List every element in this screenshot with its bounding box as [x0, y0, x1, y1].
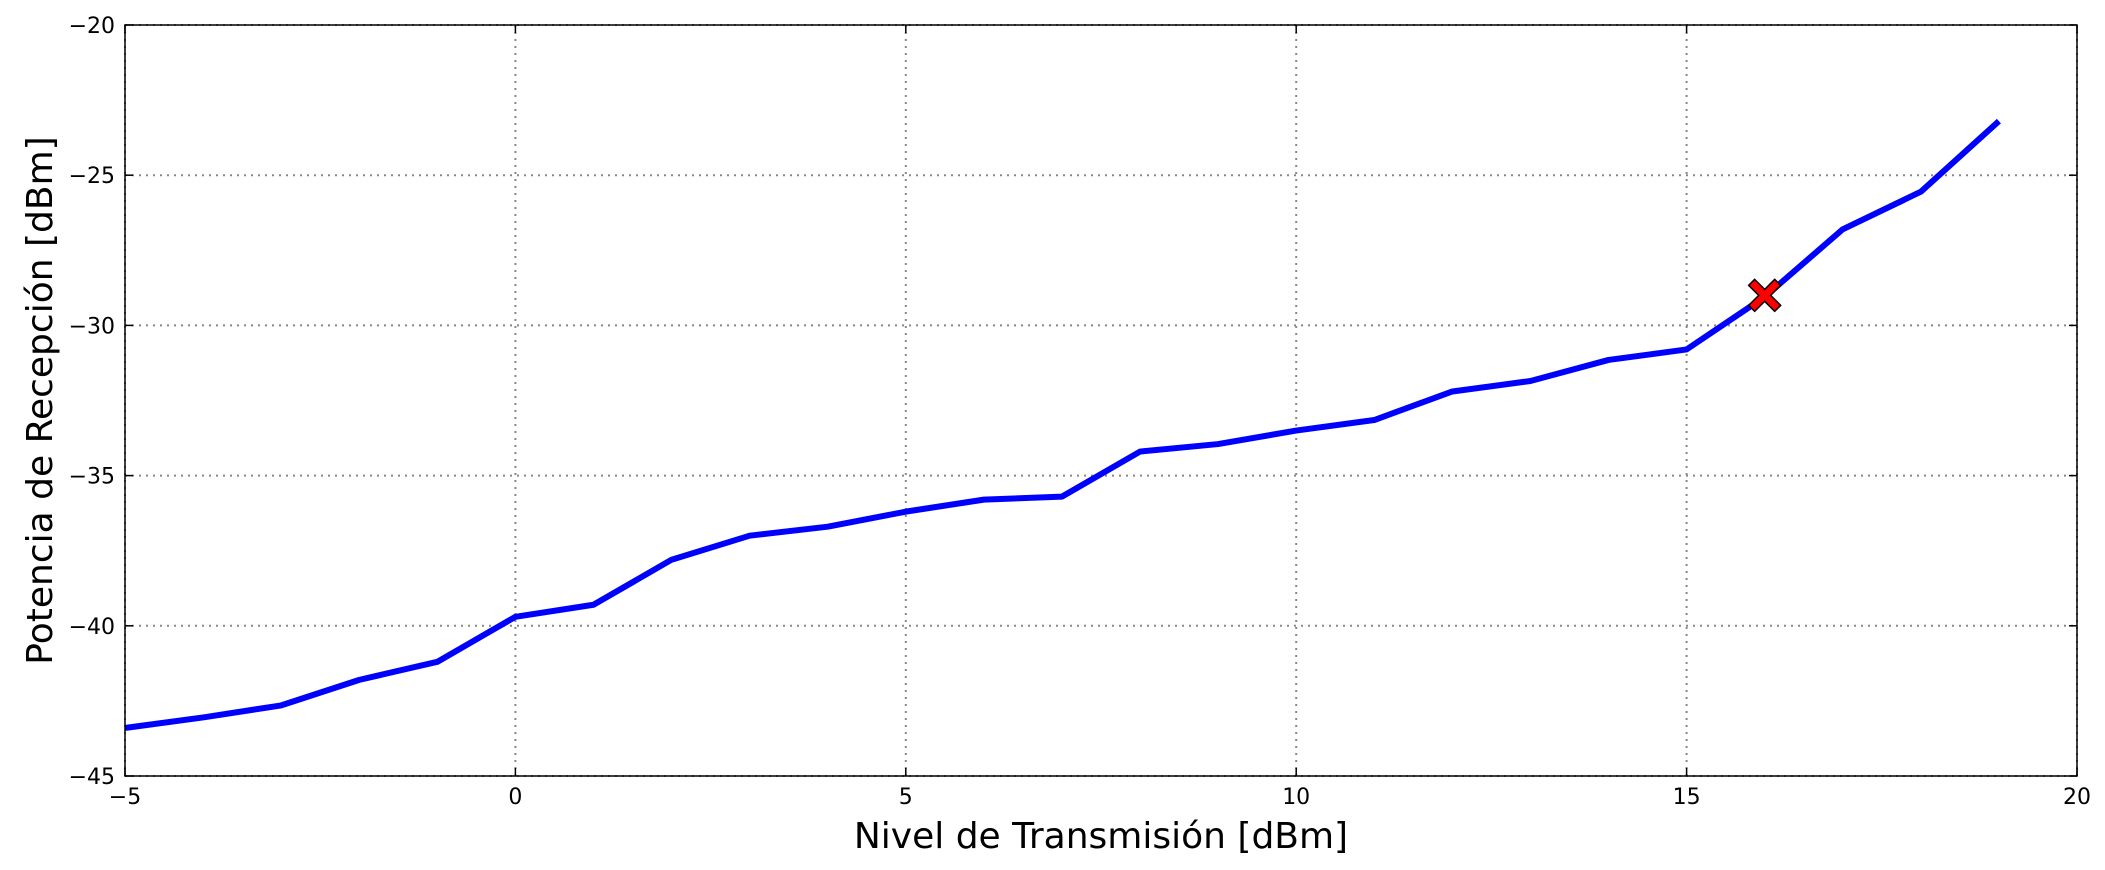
axis-ticks: −5 0 5 10 15 20 −45 −40 −35 −30 −25 −20 — [69, 14, 2091, 810]
x-tick-label: 0 — [508, 785, 522, 810]
y-tick-label: −45 — [69, 765, 115, 790]
x-tick-label: −5 — [109, 785, 141, 810]
series-line — [124, 118, 2001, 731]
x-tick-label: 15 — [1673, 785, 1701, 810]
plot-area — [124, 118, 2001, 731]
y-tick-label: −25 — [69, 164, 115, 189]
x-tick-label: 20 — [2063, 785, 2091, 810]
y-tick-label: −35 — [69, 465, 115, 490]
x-axis-title: Nivel de Transmisión [dBm] — [854, 816, 1348, 857]
x-tick-label: 10 — [1282, 785, 1310, 810]
y-tick-label: −30 — [69, 314, 115, 339]
highlight-marker — [1747, 278, 1782, 313]
y-axis-title: Potencia de Recepción [dBm] — [20, 136, 61, 664]
y-tick-label: −40 — [69, 615, 115, 640]
y-tick-label: −20 — [69, 14, 115, 39]
plot-frame — [124, 24, 2078, 777]
x-tick-label: 5 — [899, 785, 913, 810]
